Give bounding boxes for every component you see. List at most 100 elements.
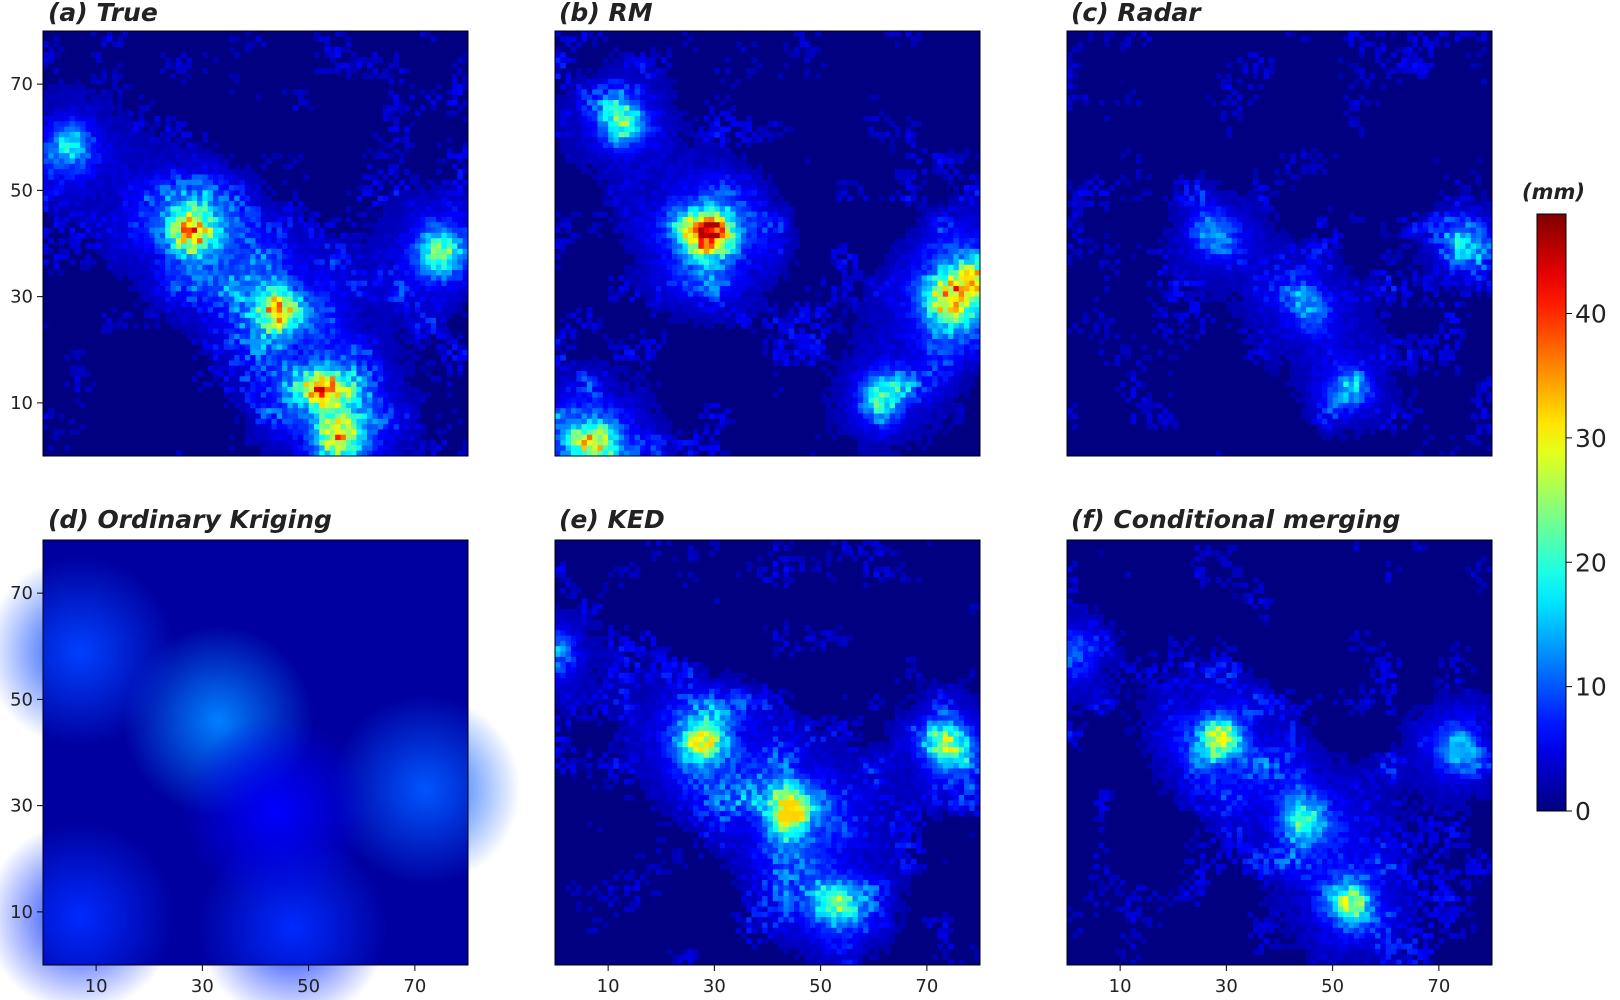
heatmap-cell — [698, 127, 704, 133]
heatmap-cell — [91, 217, 97, 223]
heatmap-cell — [213, 217, 219, 223]
heatmap-cell — [293, 451, 299, 457]
heatmap-cell — [309, 275, 315, 281]
heatmap-cell — [330, 275, 336, 281]
heatmap-cell — [969, 228, 975, 234]
heatmap-cell — [661, 111, 667, 117]
heatmap-cell — [463, 201, 469, 207]
heatmap-cell — [293, 424, 299, 430]
heatmap-cell — [261, 249, 267, 255]
heatmap-cell — [436, 350, 442, 356]
heatmap-cell — [672, 159, 678, 165]
heatmap-cell — [842, 244, 848, 250]
heatmap-cell — [709, 121, 715, 127]
heatmap-cell — [330, 451, 336, 457]
heatmap-cell — [457, 371, 463, 377]
heatmap-cell — [378, 302, 384, 308]
heatmap-cell — [922, 217, 928, 223]
heatmap-cell — [107, 265, 113, 271]
heatmap-cell — [208, 228, 214, 234]
heatmap-cell — [330, 307, 336, 313]
heatmap-cell — [346, 249, 352, 255]
heatmap-cell — [91, 212, 97, 218]
heatmap-cell — [271, 424, 277, 430]
heatmap-cell — [778, 121, 784, 127]
heatmap-cell — [651, 116, 657, 122]
heatmap-cell — [123, 111, 129, 117]
heatmap-cell — [171, 74, 177, 80]
heatmap-cell — [144, 313, 150, 319]
heatmap-cell — [431, 360, 437, 366]
heatmap-cell — [303, 313, 309, 319]
heatmap-cell — [75, 89, 81, 95]
heatmap-cell — [123, 254, 129, 260]
heatmap-cell — [667, 206, 673, 212]
heatmap-cell — [43, 244, 49, 250]
heatmap-cell — [335, 440, 341, 446]
heatmap-cell — [948, 233, 954, 239]
heatmap-cell — [463, 228, 469, 234]
heatmap-cell — [48, 408, 54, 414]
heatmap-cell — [394, 190, 400, 196]
heatmap-cell — [240, 360, 246, 366]
heatmap-cell — [256, 318, 262, 324]
heatmap-cell — [303, 445, 309, 451]
heatmap-cell — [566, 58, 572, 64]
heatmap-cell — [725, 238, 731, 244]
heatmap-cell — [635, 249, 641, 255]
heatmap-cell — [656, 68, 662, 74]
heatmap-cell — [629, 89, 635, 95]
heatmap-cell — [117, 249, 123, 255]
heatmap-cell — [341, 259, 347, 265]
heatmap-cell — [181, 121, 187, 127]
heatmap-cell — [165, 58, 171, 64]
heatmap-cell — [619, 206, 625, 212]
heatmap-cell — [59, 137, 65, 143]
heatmap-cell — [667, 47, 673, 53]
heatmap-cell — [319, 429, 325, 435]
heatmap-cell — [165, 270, 171, 276]
heatmap-cell — [271, 398, 277, 404]
heatmap-cell — [714, 206, 720, 212]
heatmap-cell — [70, 206, 76, 212]
heatmap-cell — [452, 344, 458, 350]
heatmap-cell — [293, 355, 299, 361]
heatmap-cell — [128, 275, 134, 281]
heatmap-cell — [420, 190, 426, 196]
heatmap-cell — [218, 159, 224, 165]
heatmap-cell — [224, 329, 230, 335]
heatmap-cell — [96, 58, 102, 64]
heatmap-cell — [186, 286, 192, 292]
heatmap-cell — [725, 164, 731, 170]
heatmap-cell — [144, 153, 150, 159]
heatmap-cell — [117, 217, 123, 223]
heatmap-cell — [319, 244, 325, 250]
heatmap-cell — [720, 100, 726, 106]
heatmap-cell — [309, 445, 315, 451]
heatmap-cell — [629, 148, 635, 154]
heatmap-cell — [394, 265, 400, 271]
heatmap-cell — [250, 329, 256, 335]
heatmap-cell — [341, 329, 347, 335]
heatmap-cell — [372, 392, 378, 398]
heatmap-cell — [160, 185, 166, 191]
heatmap-cell — [693, 169, 699, 175]
heatmap-cell — [367, 185, 373, 191]
heatmap-cell — [229, 36, 235, 42]
heatmap-cell — [144, 244, 150, 250]
heatmap-cell — [431, 318, 437, 324]
heatmap-cell — [916, 206, 922, 212]
heatmap-cell — [48, 84, 54, 90]
heatmap-cell — [117, 143, 123, 149]
heatmap-cell — [426, 318, 432, 324]
heatmap-cell — [75, 116, 81, 122]
heatmap-cell — [399, 419, 405, 425]
heatmap-cell — [688, 132, 694, 138]
heatmap-cell — [351, 451, 357, 457]
heatmap-cell — [457, 270, 463, 276]
heatmap-cell — [805, 52, 811, 58]
heatmap-cell — [592, 42, 598, 48]
heatmap-cell — [101, 206, 107, 212]
heatmap-cell — [378, 233, 384, 239]
heatmap-cell — [208, 307, 214, 313]
